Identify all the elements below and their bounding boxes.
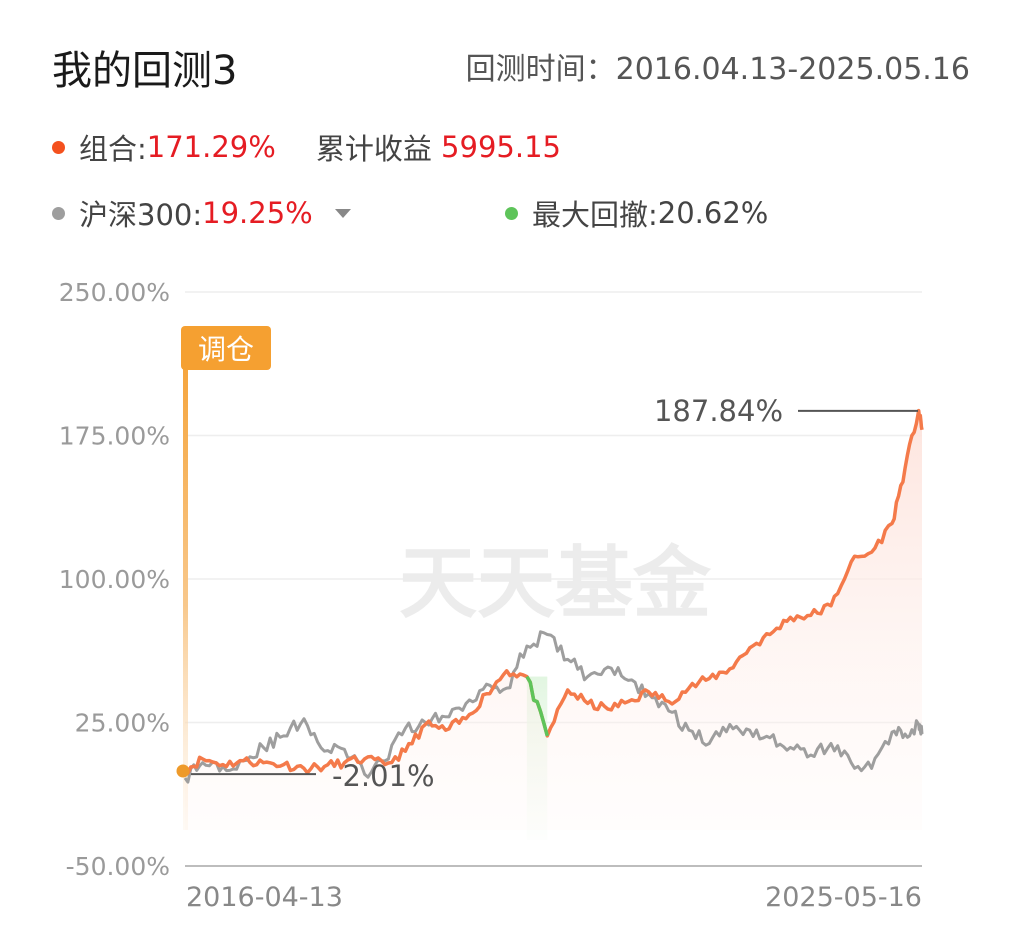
period-label: 回测时间： bbox=[465, 52, 616, 87]
y-tick-label: 25.00% bbox=[75, 709, 170, 738]
x-tick-start: 2016-04-13 bbox=[186, 882, 343, 913]
watermark: 天天基金 bbox=[399, 539, 712, 629]
x-tick-end: 2025-05-16 bbox=[765, 882, 922, 913]
rebalance-tag[interactable] bbox=[181, 326, 271, 370]
y-tick-label: -50.00% bbox=[66, 852, 170, 881]
drawdown-dot-icon bbox=[505, 206, 518, 220]
period-value: 2016.04.13-2025.05.16 bbox=[615, 52, 970, 87]
legend-portfolio: 组合: 171.29% 累计收益 5995.15 bbox=[52, 126, 561, 168]
portfolio-line bbox=[183, 408, 924, 775]
benchmark-value: 19.25% bbox=[202, 196, 313, 230]
benchmark-line bbox=[183, 630, 924, 784]
y-tick-label: 250.00% bbox=[59, 278, 170, 307]
cumulative-label: 累计收益 bbox=[315, 132, 432, 166]
max-value-label: 187.84% bbox=[654, 394, 783, 428]
drawdown-value: 20.62% bbox=[657, 196, 769, 230]
rebalance-tag-label: 调仓 bbox=[198, 333, 254, 366]
portfolio-value: 171.29% bbox=[146, 130, 276, 164]
portfolio-area bbox=[185, 410, 922, 830]
start-point-marker bbox=[176, 764, 190, 778]
portfolio-dot-icon bbox=[52, 140, 65, 154]
portfolio-label: 组合: bbox=[79, 132, 147, 166]
legend-drawdown: 最大回撤: 20.62% bbox=[505, 192, 768, 234]
drawdown-label: 最大回撤: bbox=[532, 198, 658, 232]
y-tick-label: 175.00% bbox=[59, 422, 170, 451]
page-title: 我的回测3 bbox=[52, 48, 238, 94]
benchmark-label: 沪深300: bbox=[79, 198, 203, 232]
min-value-label: -2.01% bbox=[332, 759, 435, 793]
cumulative-value: 5995.15 bbox=[441, 130, 561, 164]
backtest-period: 回测时间：2016.04.13-2025.05.16 bbox=[466, 44, 970, 88]
chevron-down-icon[interactable] bbox=[334, 208, 351, 218]
drawdown-line bbox=[525, 675, 549, 737]
legend-benchmark[interactable]: 沪深300: 19.25% bbox=[52, 192, 351, 234]
y-tick-label: 100.00% bbox=[59, 565, 170, 594]
benchmark-dot-icon bbox=[52, 206, 65, 220]
rebalance-marker-bar bbox=[183, 330, 188, 830]
